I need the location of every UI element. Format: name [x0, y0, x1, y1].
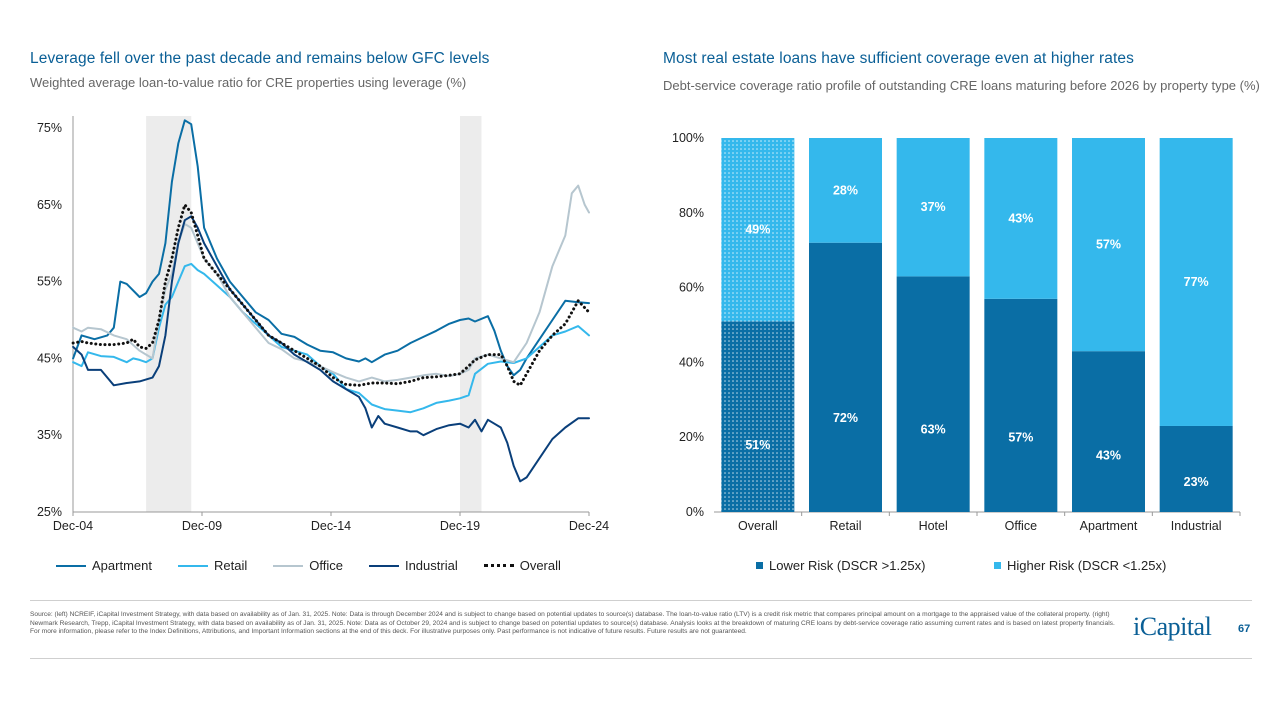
y-tick-label-35: 35%	[37, 428, 62, 442]
legend-swatch-office	[273, 564, 304, 567]
left-chart-subtitle: Weighted average loan-to-value ratio for…	[30, 75, 467, 90]
bar-label-hotel-higher-risk: 37%	[921, 200, 946, 214]
series-line-retail	[72, 262, 590, 414]
left-chart-title: Leverage fell over the past decade and r…	[30, 50, 490, 67]
bar-industrial-lower-risk	[1159, 425, 1233, 512]
bar-apartment-higher-risk	[1072, 138, 1145, 352]
bar-label-overall-lower-risk: 51%	[745, 438, 770, 452]
bar-y-tick-label-60: 60%	[679, 281, 704, 295]
x-tick-label-dec-09: Dec-09	[182, 519, 222, 533]
bar-office-lower-risk	[984, 298, 1058, 512]
bar-category-label-overall: Overall	[738, 519, 778, 533]
bar-office-higher-risk	[984, 138, 1058, 299]
bar-y-tick-label-40: 40%	[679, 355, 704, 369]
bar-category-label-industrial: Industrial	[1171, 519, 1222, 533]
legend-label-office: Office	[309, 558, 343, 573]
bar-retail-lower-risk	[809, 242, 882, 512]
bar-label-industrial-lower-risk: 23%	[1184, 475, 1209, 489]
series-line-office	[72, 184, 590, 383]
footer-top-divider	[30, 600, 1252, 601]
series-line-overall	[71, 203, 591, 387]
legend-item-overall: Overall	[483, 558, 561, 573]
y-tick-label-55: 55%	[37, 275, 62, 289]
bar-label-office-lower-risk: 57%	[1008, 430, 1033, 444]
y-tick-label-25: 25%	[37, 505, 62, 519]
bar-label-industrial-higher-risk: 77%	[1184, 275, 1209, 289]
bar-label-apartment-lower-risk: 43%	[1096, 449, 1121, 463]
legend-label-industrial: Industrial	[404, 558, 458, 573]
bar-legend-item-lower-risk: Lower Risk (DSCR >1.25x)	[756, 558, 925, 573]
legend-item-industrial: Industrial	[368, 558, 458, 573]
x-tick-label-dec-04: Dec-04	[53, 519, 93, 533]
legend-swatch-retail	[177, 564, 208, 567]
bar-overall-higher-risk	[721, 138, 795, 322]
x-tick-label-dec-14: Dec-14	[311, 519, 351, 533]
bar-category-label-hotel: Hotel	[919, 519, 948, 533]
legend-swatch-higher-risk	[994, 562, 1001, 569]
bar-label-retail-lower-risk: 72%	[833, 411, 858, 425]
legend-label-apartment: Apartment	[92, 558, 152, 573]
bar-hotel-higher-risk	[896, 138, 970, 277]
ltv-line-chart: 25% 35% 45% 55% 65% 75% Dec-04 Dec-09 Dec-14 Dec-…	[37, 116, 609, 533]
legend-label-higher-risk: Higher Risk (DSCR <1.25x)	[1007, 558, 1167, 573]
bar-industrial-higher-risk	[1159, 138, 1233, 426]
bar-label-overall-higher-risk: 49%	[745, 223, 770, 237]
legend-swatch-overall	[483, 564, 514, 567]
bar-label-hotel-lower-risk: 63%	[921, 423, 946, 437]
y-tick-label-75: 75%	[37, 121, 62, 135]
bar-label-retail-higher-risk: 28%	[833, 183, 858, 197]
icapital-logo: iCapital	[1133, 612, 1212, 641]
bar-hotel-lower-risk	[896, 276, 970, 512]
footer-bottom-divider	[30, 658, 1252, 659]
y-tick-label-65: 65%	[37, 198, 62, 212]
x-tick-label-dec-19: Dec-19	[440, 519, 480, 533]
y-tick-label-45: 45%	[37, 351, 62, 365]
bar-category-label-retail: Retail	[830, 519, 862, 533]
legend-item-retail: Retail	[177, 558, 248, 573]
x-tick-label-dec-24: Dec-24	[569, 519, 609, 533]
bar-y-tick-label-80: 80%	[679, 206, 704, 220]
right-chart-subtitle: Debt-service coverage ratio profile of o…	[663, 78, 1260, 93]
page-number: 67	[1238, 623, 1251, 635]
source-footnote: Source: (left) NCREIF, iCapital Investme…	[30, 611, 1115, 636]
legend-label-retail: Retail	[213, 558, 248, 573]
legend-item-office: Office	[273, 558, 343, 573]
legend-swatch-industrial	[368, 564, 399, 567]
legend-swatch-lower-risk	[756, 562, 763, 569]
legend-swatch-apartment	[56, 564, 86, 567]
bar-category-label-office: Office	[1005, 519, 1037, 533]
bar-overall-lower-risk	[721, 321, 795, 512]
bar-legend-item-higher-risk: Higher Risk (DSCR <1.25x)	[994, 558, 1166, 573]
legend-label-overall: Overall	[519, 558, 561, 573]
series-line-industrial	[72, 215, 590, 483]
bar-y-tick-label-0: 0%	[686, 505, 704, 519]
bar-y-tick-label-100: 100%	[672, 131, 704, 145]
right-chart-title: Most real estate loans have sufficient c…	[663, 50, 1134, 67]
dscr-bar-chart: 0% 20% 40% 60% 80% 100% 51% 49% Overall 72% 28% Ret…	[672, 131, 1241, 533]
bar-apartment-lower-risk	[1072, 351, 1145, 512]
legend-item-apartment: Apartment	[56, 558, 152, 573]
bar-retail-higher-risk	[809, 138, 882, 243]
line-chart-legend: Apartment Retail Office Industrial Overa…	[56, 558, 587, 573]
bar-label-apartment-higher-risk: 57%	[1096, 238, 1121, 252]
bar-category-label-apartment: Apartment	[1080, 519, 1138, 533]
recession-shade-2	[460, 116, 482, 512]
bar-y-tick-label-20: 20%	[679, 430, 704, 444]
bar-label-office-higher-risk: 43%	[1008, 211, 1033, 225]
legend-label-lower-risk: Lower Risk (DSCR >1.25x)	[769, 558, 926, 573]
